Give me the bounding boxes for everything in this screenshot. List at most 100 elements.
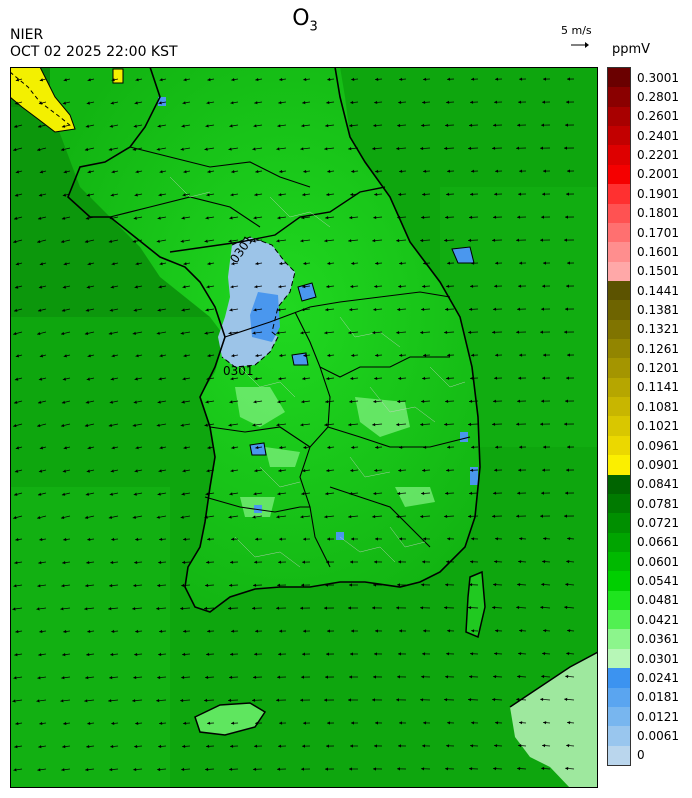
wind-vector-head bbox=[565, 674, 569, 679]
wind-vector-head bbox=[111, 446, 115, 450]
wind-vector-head bbox=[181, 492, 185, 496]
wind-vector-head bbox=[471, 537, 475, 541]
wind-vector-head bbox=[470, 376, 474, 380]
wind-vector-head bbox=[277, 675, 281, 679]
wind-vector-head bbox=[183, 78, 187, 82]
wind-vector-head bbox=[252, 423, 256, 427]
wind-vector-head bbox=[516, 514, 520, 518]
legend-swatch bbox=[608, 493, 630, 514]
low-ozone-spot-9 bbox=[254, 505, 262, 513]
wind-vector-head bbox=[325, 216, 329, 220]
wind-vector-head bbox=[567, 353, 570, 357]
wind-vector-head bbox=[541, 123, 544, 127]
wind-vector-head bbox=[495, 629, 499, 633]
wind-vector-head bbox=[567, 537, 571, 541]
wind-vector-head bbox=[229, 583, 233, 587]
wind-vector-head bbox=[205, 400, 209, 404]
wind-vector-head bbox=[349, 124, 353, 128]
legend-label: 0.1321 bbox=[637, 322, 679, 337]
wind-vector-head bbox=[135, 78, 139, 82]
wind-vector-head bbox=[276, 698, 280, 702]
wind-vector-head bbox=[37, 584, 41, 588]
wind-vector-head bbox=[543, 353, 546, 357]
wind-vector-head bbox=[230, 560, 234, 564]
wind-vector-head bbox=[516, 238, 520, 242]
wind-vector-head bbox=[350, 376, 354, 381]
wind-vector-head bbox=[253, 492, 257, 496]
wind-vector-head bbox=[255, 446, 259, 450]
wind-vector-head bbox=[110, 193, 114, 197]
legend-swatch bbox=[608, 203, 630, 223]
wind-vector-head bbox=[397, 675, 400, 679]
wind-vector-head bbox=[87, 537, 91, 541]
wind-vector-head bbox=[468, 422, 472, 426]
wind-vector-head bbox=[132, 607, 136, 611]
wind-vector-head bbox=[204, 331, 208, 335]
wind-vector-head bbox=[517, 491, 521, 495]
wind-vector-head bbox=[183, 721, 187, 725]
wind-vector-head bbox=[108, 423, 113, 427]
wind-vector-head bbox=[398, 744, 401, 748]
wind-vector-head bbox=[60, 607, 64, 611]
wind-vector-head bbox=[180, 698, 184, 703]
wind-vector-head bbox=[518, 652, 522, 656]
wind-vector-head bbox=[255, 629, 259, 633]
wind-vector-head bbox=[230, 652, 234, 656]
wind-vector-head bbox=[493, 123, 497, 127]
wind-vector-head bbox=[468, 514, 472, 518]
wind-vector-head bbox=[276, 423, 280, 427]
wind-vector-head bbox=[204, 606, 208, 610]
wind-vector-head bbox=[180, 515, 184, 519]
wind-vector-head bbox=[279, 445, 283, 450]
yellow-patch-small bbox=[112, 68, 124, 84]
wind-vector-head bbox=[398, 560, 401, 564]
wind-vector-head bbox=[542, 468, 545, 472]
legend-swatch bbox=[608, 280, 630, 301]
wind-vector-head bbox=[206, 193, 210, 197]
wind-vector-head bbox=[303, 77, 307, 82]
wind-vector-head bbox=[422, 100, 426, 104]
wind-vector-head bbox=[133, 492, 137, 496]
wind-vector-head bbox=[134, 377, 138, 381]
wind-vector-head bbox=[423, 629, 427, 633]
wind-vector-head bbox=[495, 261, 499, 265]
wind-vector-head bbox=[446, 468, 450, 472]
wind-vector-head bbox=[108, 699, 112, 703]
wind-vector-head bbox=[85, 308, 90, 312]
wind-vector-head bbox=[159, 629, 163, 633]
wind-vector-head bbox=[61, 239, 65, 243]
wind-vector-head bbox=[85, 676, 89, 680]
wind-vector-head bbox=[399, 77, 403, 81]
wind-vector-head bbox=[420, 514, 424, 519]
wind-vector-head bbox=[205, 675, 209, 679]
wind-vector-head bbox=[542, 376, 545, 380]
wind-vector-head bbox=[252, 239, 256, 243]
wind-vector-head bbox=[398, 192, 402, 196]
legend-label: 0.2001 bbox=[637, 167, 679, 182]
wind-vector-head bbox=[351, 629, 354, 633]
wind-vector-head bbox=[36, 699, 40, 703]
wind-vector-head bbox=[111, 537, 115, 541]
wind-vector-head bbox=[13, 240, 17, 244]
wind-vector-head bbox=[231, 170, 235, 174]
wind-vector-head bbox=[38, 377, 43, 381]
wind-vector-head bbox=[277, 767, 281, 771]
wind-vector-head bbox=[62, 285, 67, 289]
wind-vector-head bbox=[372, 147, 376, 151]
legend-label: 0.2201 bbox=[637, 148, 679, 163]
wind-vector-head bbox=[252, 698, 256, 702]
wind-vector-head bbox=[468, 146, 472, 150]
wind-vector-head bbox=[13, 332, 17, 336]
wind-vector-head bbox=[445, 583, 449, 587]
wind-vector-head bbox=[519, 537, 523, 541]
wind-vector-head bbox=[38, 561, 42, 565]
legend-label: 0.1501 bbox=[637, 264, 679, 279]
wind-vector-head bbox=[470, 652, 474, 656]
wind-vector-head bbox=[565, 307, 568, 311]
wind-vector-head bbox=[541, 766, 545, 771]
wind-vector-head bbox=[469, 767, 473, 771]
wind-vector-head bbox=[254, 285, 258, 289]
wind-vector-head bbox=[39, 446, 44, 450]
wind-vector-head bbox=[469, 123, 473, 127]
wind-vector-head bbox=[109, 584, 113, 588]
